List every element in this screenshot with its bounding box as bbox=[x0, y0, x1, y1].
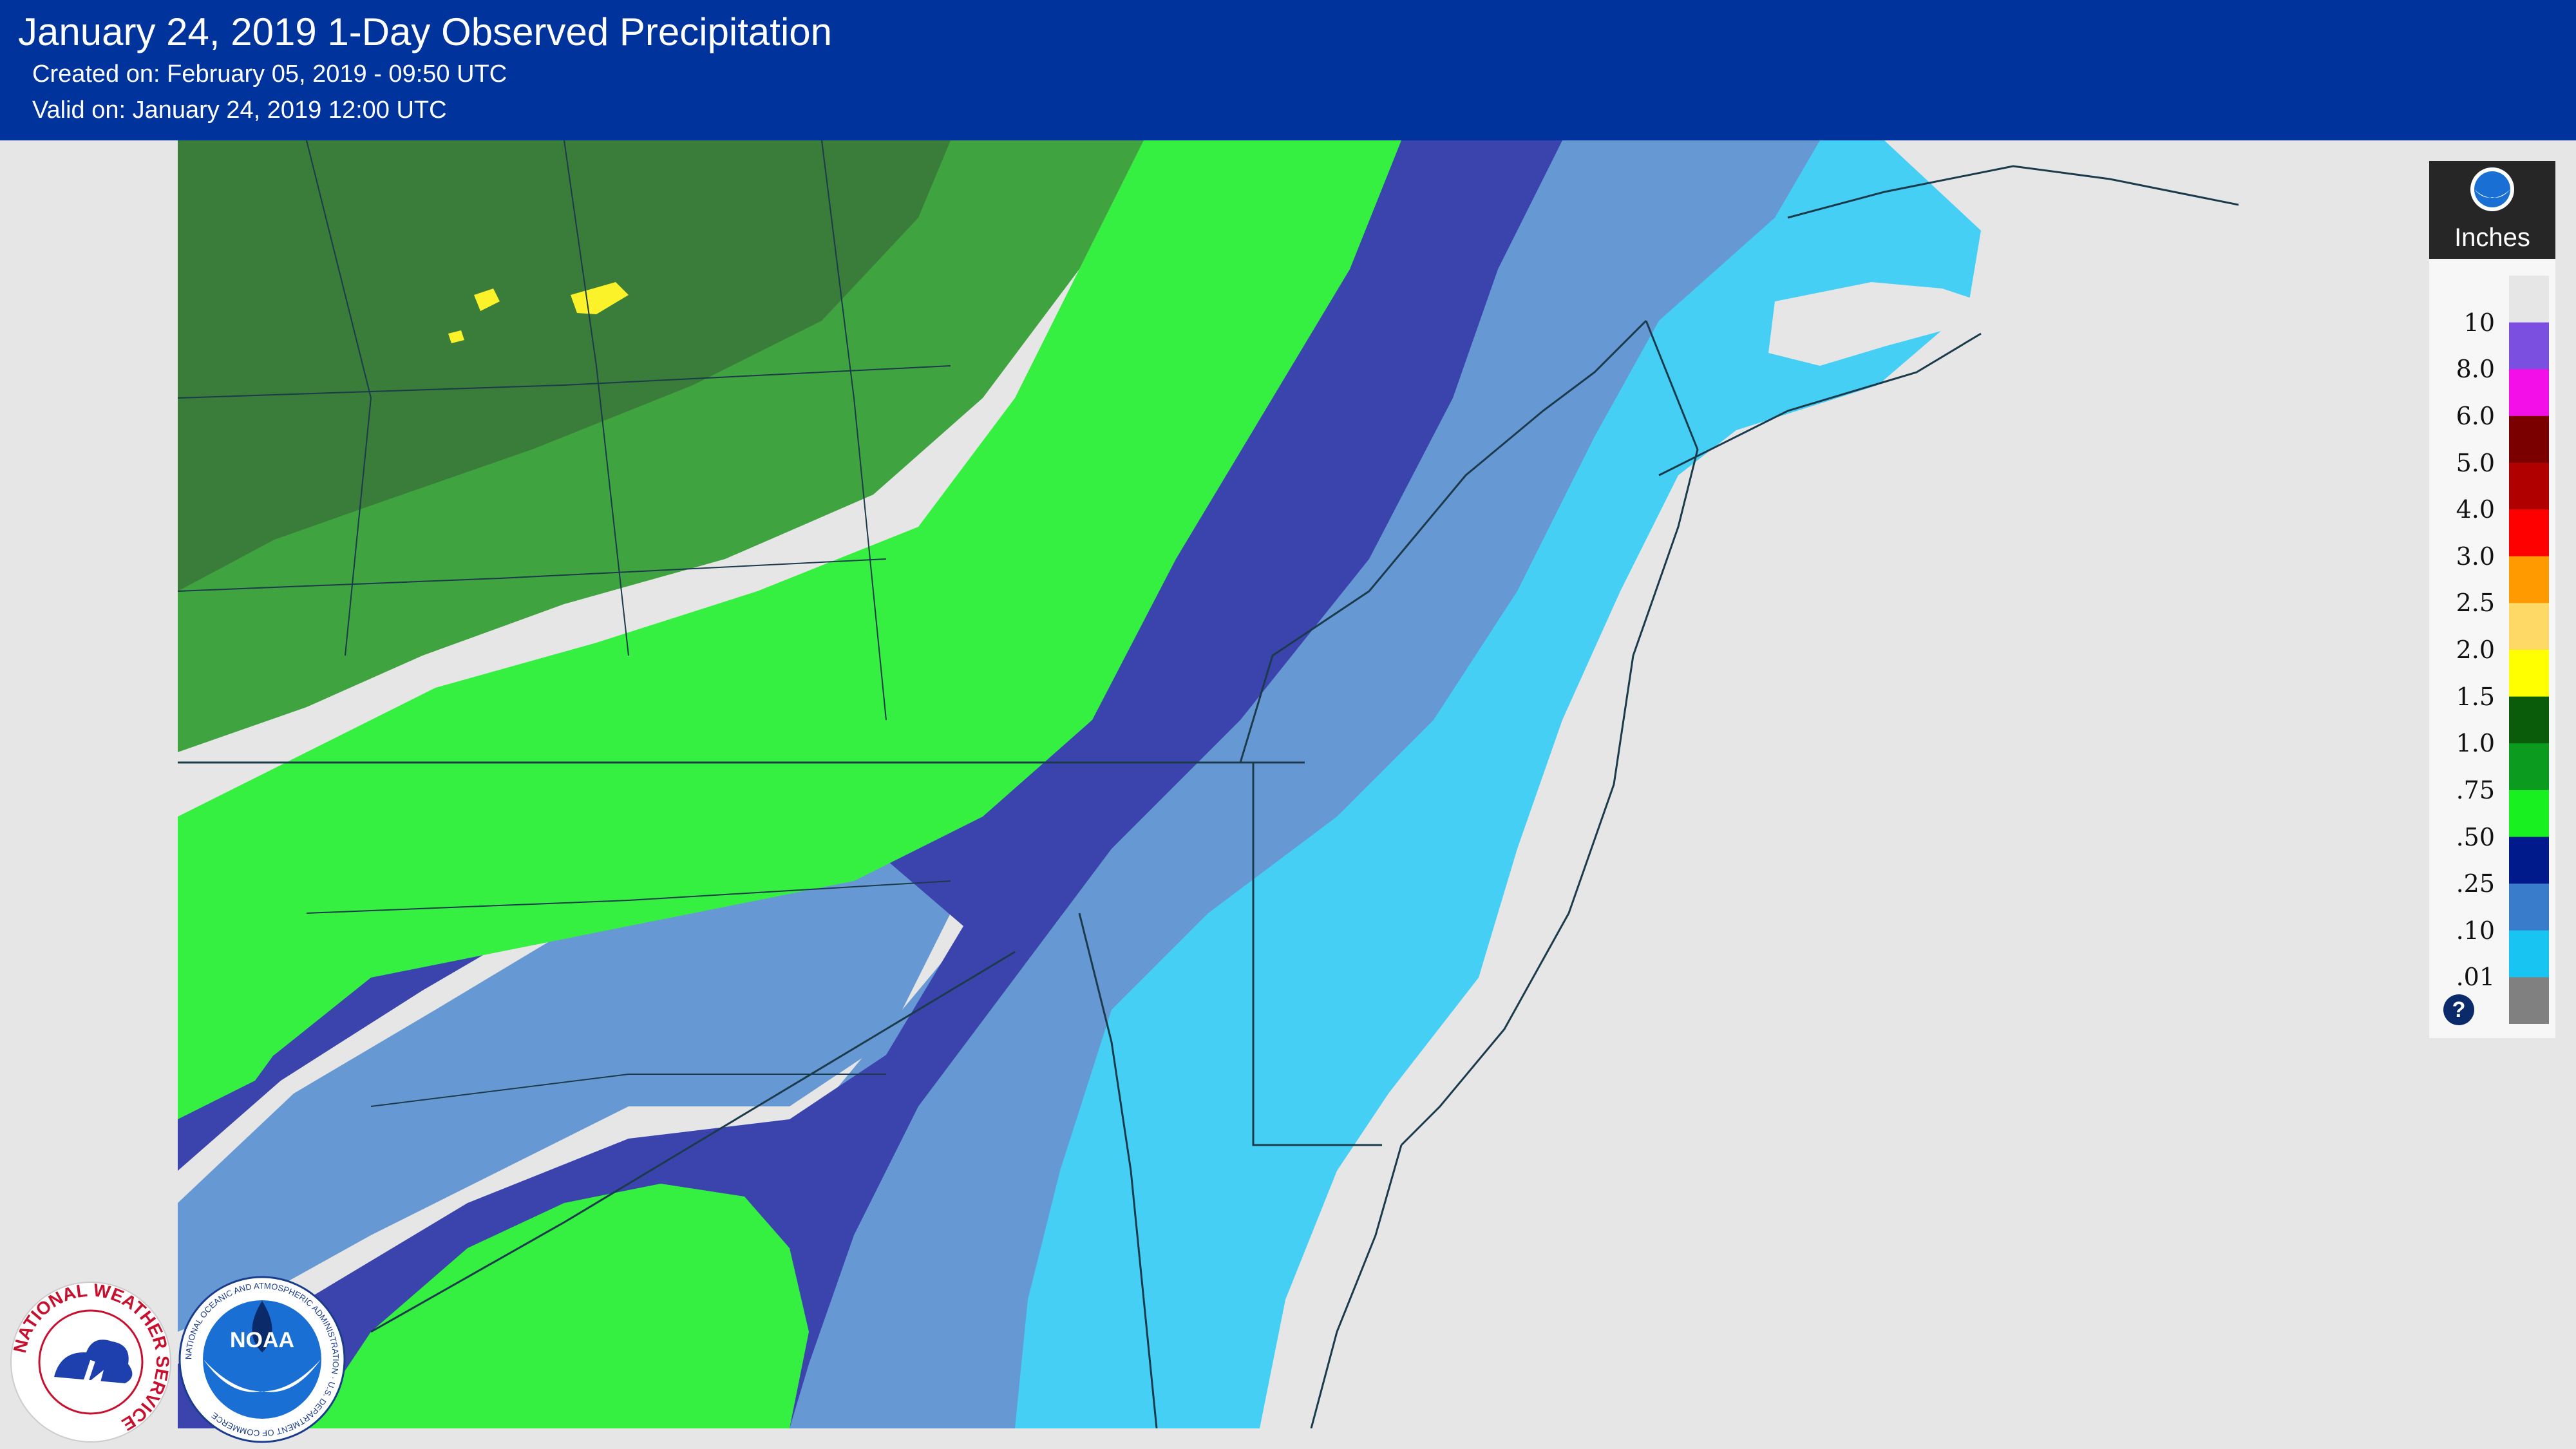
legend-label: .01 bbox=[2456, 963, 2495, 992]
state-border-va-md bbox=[370, 951, 1016, 1333]
legend-swatch bbox=[2509, 790, 2549, 837]
legend-label: .75 bbox=[2456, 775, 2495, 804]
legend-swatch bbox=[2509, 462, 2549, 510]
legend-swatch bbox=[2509, 837, 2549, 884]
legend-swatch bbox=[2509, 650, 2549, 697]
legend-label: 1.0 bbox=[2456, 729, 2495, 758]
county-line-2 bbox=[564, 140, 629, 656]
legend-swatch bbox=[2509, 322, 2549, 370]
band-yellow-spot-1 bbox=[474, 289, 500, 311]
map-title: January 24, 2019 1-Day Observed Precipit… bbox=[18, 10, 833, 53]
nws-logo: NATIONAL WEATHER SERVICE bbox=[10, 1280, 173, 1443]
legend-header: Inches bbox=[2429, 161, 2555, 259]
legend-swatch bbox=[2509, 415, 2549, 463]
band-bright-green-south bbox=[307, 1184, 809, 1428]
state-border-pa-nj bbox=[1239, 319, 1647, 763]
coastline-long-island bbox=[1658, 332, 1982, 477]
legend-label: 6.0 bbox=[2456, 401, 2495, 430]
created-date: Created on: February 05, 2019 - 09:50 UT… bbox=[32, 61, 507, 88]
legend-units: Inches bbox=[2454, 223, 2530, 252]
band-bright-green-west bbox=[178, 862, 319, 1119]
legend-label: 5.0 bbox=[2456, 448, 2495, 477]
legend-label: .10 bbox=[2456, 916, 2495, 945]
legend-swatch bbox=[2509, 603, 2549, 650]
noaa-logo-text: NOAA bbox=[230, 1328, 294, 1352]
coastal-land-light bbox=[1768, 282, 1981, 366]
band-yellow-spot-3 bbox=[448, 330, 464, 343]
coastline-new-england bbox=[1787, 165, 2239, 219]
state-border-md-de bbox=[1252, 762, 1382, 1146]
band-medium-blue-west bbox=[178, 849, 951, 1332]
help-icon[interactable]: ? bbox=[2443, 994, 2474, 1025]
legend-label: 4.0 bbox=[2456, 495, 2495, 524]
legend-label: 8.0 bbox=[2456, 355, 2495, 384]
county-line-1 bbox=[306, 140, 372, 656]
legend-label: 2.5 bbox=[2456, 589, 2495, 618]
band-medium-blue bbox=[706, 140, 1820, 1428]
legend-swatch bbox=[2509, 977, 2549, 1024]
band-yellow-spot-2 bbox=[571, 282, 629, 314]
map-canvas bbox=[178, 140, 2239, 1428]
valid-date: Valid on: January 24, 2019 12:00 UTC bbox=[32, 97, 447, 124]
header-bar: January 24, 2019 1-Day Observed Precipit… bbox=[0, 0, 2576, 140]
legend-label: .50 bbox=[2456, 822, 2495, 851]
precipitation-map[interactable] bbox=[178, 140, 2239, 1428]
legend-swatch bbox=[2509, 509, 2549, 557]
county-line-4 bbox=[178, 365, 951, 399]
noaa-small-icon bbox=[2470, 167, 2514, 211]
county-line-6 bbox=[306, 880, 951, 914]
legend-swatch bbox=[2509, 556, 2549, 603]
legend-label: 1.5 bbox=[2456, 682, 2495, 711]
legend-label: 2.0 bbox=[2456, 636, 2495, 664]
chesapeake-bay-shore bbox=[1078, 913, 1158, 1428]
legend-color-bar bbox=[2509, 276, 2549, 1024]
band-bright-green bbox=[178, 140, 1401, 1106]
coastline-nj bbox=[1400, 320, 1699, 1146]
county-line-5 bbox=[178, 558, 887, 592]
legend-label: 10 bbox=[2463, 308, 2495, 337]
legend-swatch bbox=[2509, 696, 2549, 744]
legend-swatch bbox=[2509, 930, 2549, 978]
county-line-3 bbox=[821, 140, 887, 721]
map-borders bbox=[178, 140, 2239, 1428]
band-light-cyan bbox=[854, 140, 1981, 1428]
county-line-7 bbox=[370, 1074, 886, 1107]
legend-label: 3.0 bbox=[2456, 542, 2495, 571]
legend-swatch bbox=[2509, 369, 2549, 417]
legend-swatch-top bbox=[2509, 276, 2549, 323]
band-dark-green bbox=[178, 140, 951, 591]
legend-swatch bbox=[2509, 884, 2549, 931]
legend-label: .25 bbox=[2456, 869, 2495, 898]
legend-swatch bbox=[2509, 743, 2549, 791]
coastline-delmarva bbox=[1310, 1144, 1403, 1428]
noaa-logo: NOAA NATIONAL OCEANIC AND ATMOSPHERIC AD… bbox=[178, 1276, 346, 1443]
